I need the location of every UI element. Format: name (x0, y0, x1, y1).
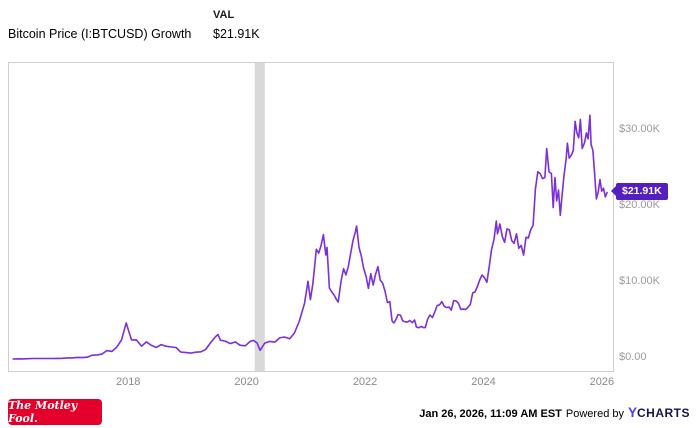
x-axis-label: 2018 (115, 376, 141, 388)
value-badge-label: $21.91K (622, 185, 662, 198)
ycharts-wordmark: CHARTS (637, 406, 690, 420)
ycharts-y-mark-icon: Y (627, 405, 637, 420)
x-axis-label: 2022 (352, 376, 378, 388)
x-axis-label: 2024 (471, 376, 496, 388)
y-axis-label: $30.00K (619, 123, 660, 135)
x-axis-label: 2020 (234, 376, 259, 388)
recession-band (254, 63, 265, 371)
plot-area[interactable] (8, 62, 614, 372)
y-axis-label: $10.00K (619, 275, 660, 287)
motley-fool-logo[interactable]: The Motley Fool. (8, 399, 102, 425)
chart-canvas (12, 63, 608, 371)
series-label: Bitcoin Price (I:BTCUSD) Growth (8, 27, 192, 41)
y-axis-label: $0.00 (619, 351, 647, 363)
series-current-value: $21.91K (213, 27, 260, 41)
ycharts-logo[interactable]: Y CHARTS (628, 405, 690, 420)
price-line (12, 114, 608, 360)
value-badge: $21.91K (611, 182, 668, 200)
y-axis-label: $20.00K (619, 199, 660, 211)
footer-attribution: Jan 26, 2026, 11:09 AM EST Powered by Y … (419, 405, 690, 420)
timestamp: Jan 26, 2026, 11:09 AM EST (419, 408, 562, 420)
powered-by-label: Powered by (565, 408, 624, 420)
x-axis-label: 2026 (589, 376, 615, 388)
val-column-header: VAL (213, 9, 235, 21)
